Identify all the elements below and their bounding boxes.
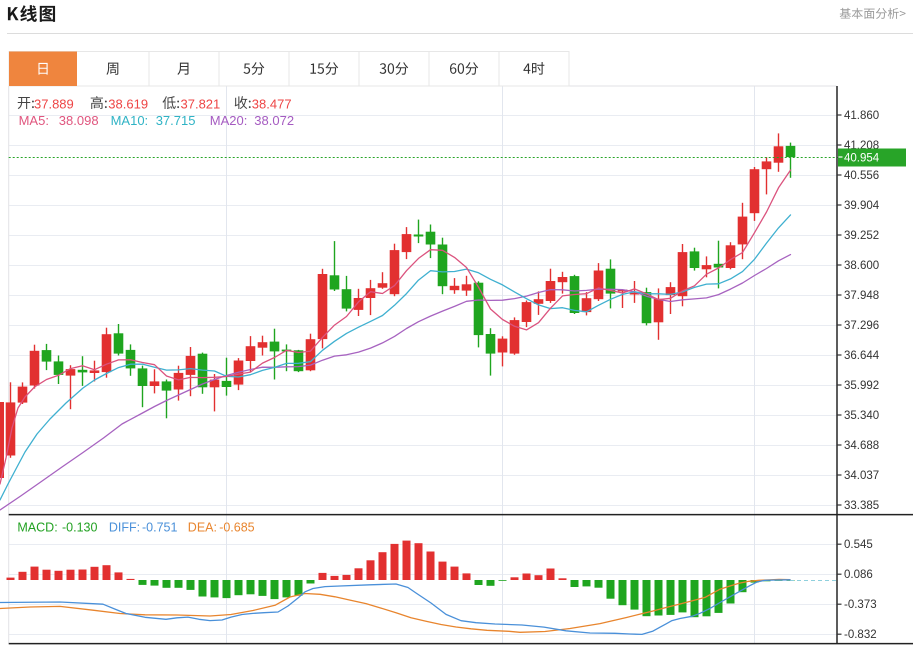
svg-text:38.477: 38.477	[252, 96, 292, 111]
svg-text:37.296: 37.296	[844, 320, 879, 332]
svg-text:35.340: 35.340	[844, 410, 879, 422]
svg-text:38.600: 38.600	[844, 260, 879, 272]
svg-text:37.948: 37.948	[844, 290, 879, 302]
svg-text:40.556: 40.556	[844, 170, 879, 182]
svg-text:37.715: 37.715	[156, 113, 196, 128]
svg-text:-0.832: -0.832	[844, 629, 877, 641]
svg-text:MA20:: MA20:	[210, 113, 248, 128]
svg-text:33.385: 33.385	[844, 500, 879, 512]
svg-text:39.252: 39.252	[844, 230, 879, 242]
svg-text:38.072: 38.072	[254, 113, 294, 128]
svg-text:40.954: 40.954	[844, 153, 880, 165]
svg-text:MA5:: MA5:	[19, 113, 49, 128]
svg-text:-0.130: -0.130	[62, 521, 97, 535]
svg-text:DEA:: DEA:	[188, 521, 217, 535]
svg-text:MACD:: MACD:	[17, 521, 57, 535]
svg-text:DIFF:: DIFF:	[109, 521, 140, 535]
svg-text:34.688: 34.688	[844, 440, 879, 452]
svg-text:-0.373: -0.373	[844, 599, 877, 611]
svg-text:0.545: 0.545	[844, 539, 873, 551]
svg-text:39.904: 39.904	[844, 200, 880, 212]
svg-text:37.889: 37.889	[34, 96, 74, 111]
svg-text:-0.751: -0.751	[142, 521, 177, 535]
svg-text:MA10:: MA10:	[111, 113, 149, 128]
svg-text:-0.685: -0.685	[219, 521, 254, 535]
svg-text:36.644: 36.644	[844, 350, 880, 362]
svg-text:38.619: 38.619	[108, 96, 148, 111]
svg-text:35.992: 35.992	[844, 380, 879, 392]
svg-text:0.086: 0.086	[844, 569, 873, 581]
svg-text:38.098: 38.098	[59, 113, 99, 128]
svg-text:34.037: 34.037	[844, 470, 879, 482]
svg-text:41.860: 41.860	[844, 110, 879, 122]
svg-text:37.821: 37.821	[181, 96, 221, 111]
